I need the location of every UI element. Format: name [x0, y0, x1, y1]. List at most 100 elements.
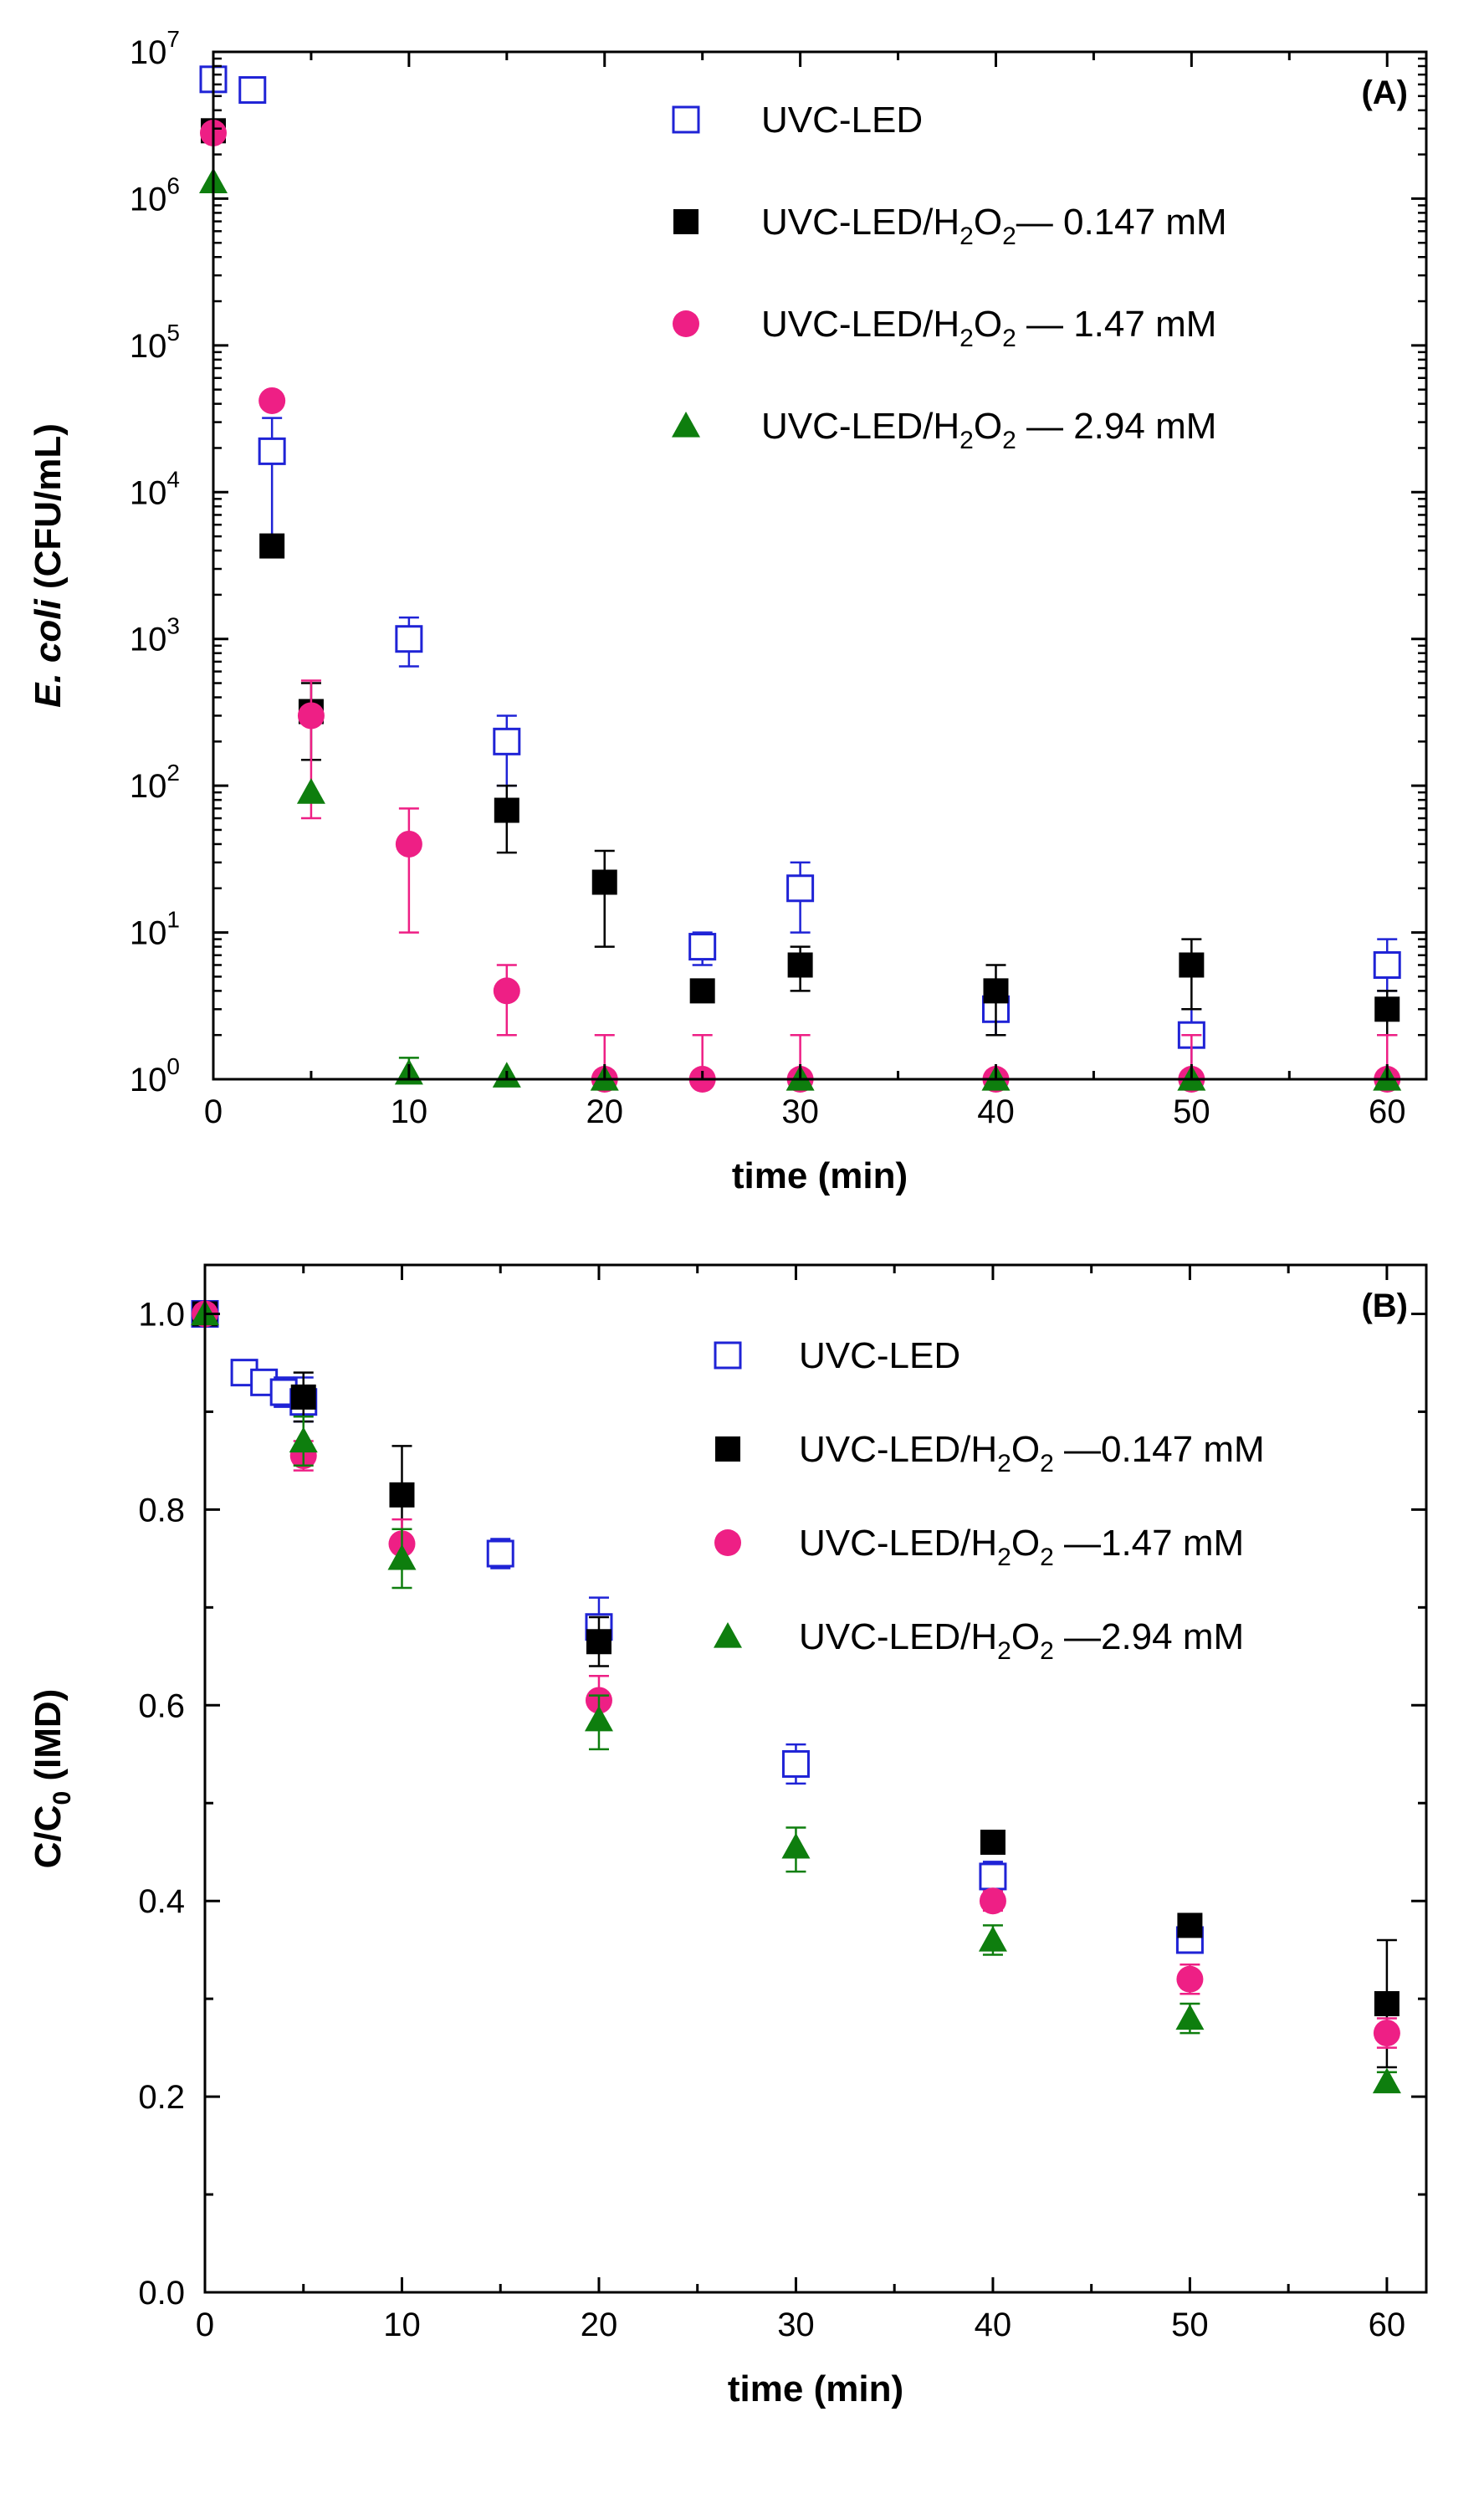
data-point	[494, 797, 519, 823]
series-2	[192, 1300, 1400, 2049]
plot-frame	[212, 50, 1428, 1081]
y-tick-label: 0.0	[138, 2275, 185, 2312]
y-tick-label: 105	[130, 320, 180, 365]
data-point	[297, 702, 325, 730]
data-point	[980, 1830, 1006, 1856]
data-point	[787, 952, 813, 978]
data-point	[689, 978, 715, 1004]
y-tick-label: 0.6	[138, 1687, 185, 1724]
panel-label: (B)	[1361, 1288, 1408, 1324]
panel-label: (A)	[1361, 74, 1408, 111]
legend-label: UVC-LED/H2O2— 0.147 mM	[761, 202, 1227, 250]
legend-marker	[715, 1436, 740, 1462]
x-tick-label: 40	[977, 1093, 1015, 1130]
data-point	[1372, 2067, 1401, 2094]
legend-marker	[714, 1341, 742, 1370]
data-point	[395, 625, 423, 653]
x-tick-label: 30	[777, 2307, 815, 2343]
data-point	[1175, 2004, 1205, 2030]
x-axis-title: time (min)	[732, 1155, 908, 1196]
legend: UVC-LED UVC-LED/H2O2 —0.147 mM UVC-LED/H2O…	[714, 1335, 1265, 1665]
data-point	[978, 1925, 1007, 1952]
data-point	[586, 1629, 612, 1655]
x-tick-label: 60	[1369, 2307, 1406, 2343]
y-tick-label: 106	[130, 172, 180, 218]
data-point	[493, 977, 520, 1005]
legend-label: UVC-LED/H2O2 —2.94 mM	[799, 1616, 1244, 1665]
data-point	[591, 869, 617, 895]
y-axis-title: C/C0 (IMD)	[28, 1689, 76, 1869]
x-tick-label: 30	[781, 1093, 819, 1130]
x-tick-label: 0	[204, 1093, 223, 1130]
data-point	[1374, 1990, 1400, 2016]
data-point	[983, 978, 1009, 1004]
y-tick-label: 104	[130, 466, 180, 511]
legend-marker	[672, 105, 700, 134]
series-1	[192, 1301, 1400, 2069]
data-point	[1177, 1912, 1203, 1938]
x-tick-label: 50	[1171, 2307, 1209, 2343]
legend: UVC-LED UVC-LED/H2O2— 0.147 mM UVC-LED/H2O…	[672, 100, 1227, 454]
y-tick-label: 103	[130, 613, 180, 658]
data-point	[781, 1749, 810, 1778]
y-tick-label: 0.8	[138, 1492, 185, 1528]
data-point	[238, 76, 267, 105]
data-point	[486, 1539, 514, 1568]
panel-b: 0 10 20 30 40 50 60 0.0 0.2 0.4 0.6 0.8 1.0 time (min…	[28, 1263, 1428, 2409]
data-point	[1179, 952, 1205, 978]
legend-label: UVC-LED/H2O2 — 1.47 mM	[761, 304, 1216, 352]
series-0	[191, 1299, 1204, 1954]
data-point	[584, 1705, 613, 1732]
y-tick-label: 1.0	[138, 1296, 185, 1333]
legend-marker	[714, 1622, 742, 1648]
legend-label: UVC-LED	[761, 100, 923, 141]
data-point	[786, 874, 815, 903]
legend-marker	[672, 412, 700, 438]
data-point	[979, 1887, 1006, 1915]
legend-label: UVC-LED/H2O2 —1.47 mM	[799, 1523, 1244, 1571]
data-point	[296, 778, 325, 804]
y-tick-label: 102	[130, 760, 180, 805]
y-tick-label: 0.2	[138, 2079, 185, 2116]
data-point	[979, 1862, 1007, 1891]
legend-label: UVC-LED/H2O2 —0.147 mM	[799, 1429, 1265, 1477]
x-tick-label: 10	[383, 2307, 421, 2343]
y-tick-label: 101	[130, 907, 180, 952]
panel-a: 0 10 20 30 40 50 60 100 101 102 103 104 105 106 107 tim…	[28, 26, 1428, 1196]
data-point	[781, 1832, 811, 1859]
data-point	[259, 533, 285, 559]
data-point	[290, 1384, 316, 1410]
data-point	[1373, 2020, 1400, 2047]
data-point	[1373, 950, 1401, 979]
data-point	[493, 727, 521, 755]
x-tick-label: 0	[196, 2307, 214, 2343]
x-tick-label: 60	[1369, 1093, 1406, 1130]
x-tick-label: 20	[581, 2307, 618, 2343]
y-tick-label: 0.4	[138, 1883, 185, 1920]
data-point	[1176, 1965, 1204, 1993]
data-point	[387, 1544, 417, 1570]
y-axis-title: E. coli (CFU/mL)	[28, 423, 69, 708]
legend-label: UVC-LED	[799, 1335, 960, 1376]
x-tick-label: 10	[391, 1093, 428, 1130]
data-point	[395, 830, 422, 858]
legend-label: UVC-LED/H2O2 — 2.94 mM	[761, 406, 1216, 454]
series-3	[191, 1299, 1401, 2094]
data-point	[258, 437, 286, 465]
y-tick-label: 107	[130, 26, 180, 71]
y-tick-label: 100	[130, 1053, 180, 1098]
x-tick-label: 40	[975, 2307, 1012, 2343]
legend-marker	[714, 1529, 741, 1556]
x-tick-label: 20	[586, 1093, 623, 1130]
plot-frame	[203, 1263, 1428, 2294]
data-point	[389, 1482, 415, 1508]
legend-marker	[673, 209, 699, 234]
data-point	[258, 387, 286, 414]
data-point	[1374, 996, 1400, 1022]
legend-marker	[673, 310, 699, 337]
x-axis-title: time (min)	[728, 2368, 903, 2409]
data-point	[688, 933, 717, 961]
data-point	[289, 1426, 318, 1453]
x-tick-label: 50	[1173, 1093, 1210, 1130]
